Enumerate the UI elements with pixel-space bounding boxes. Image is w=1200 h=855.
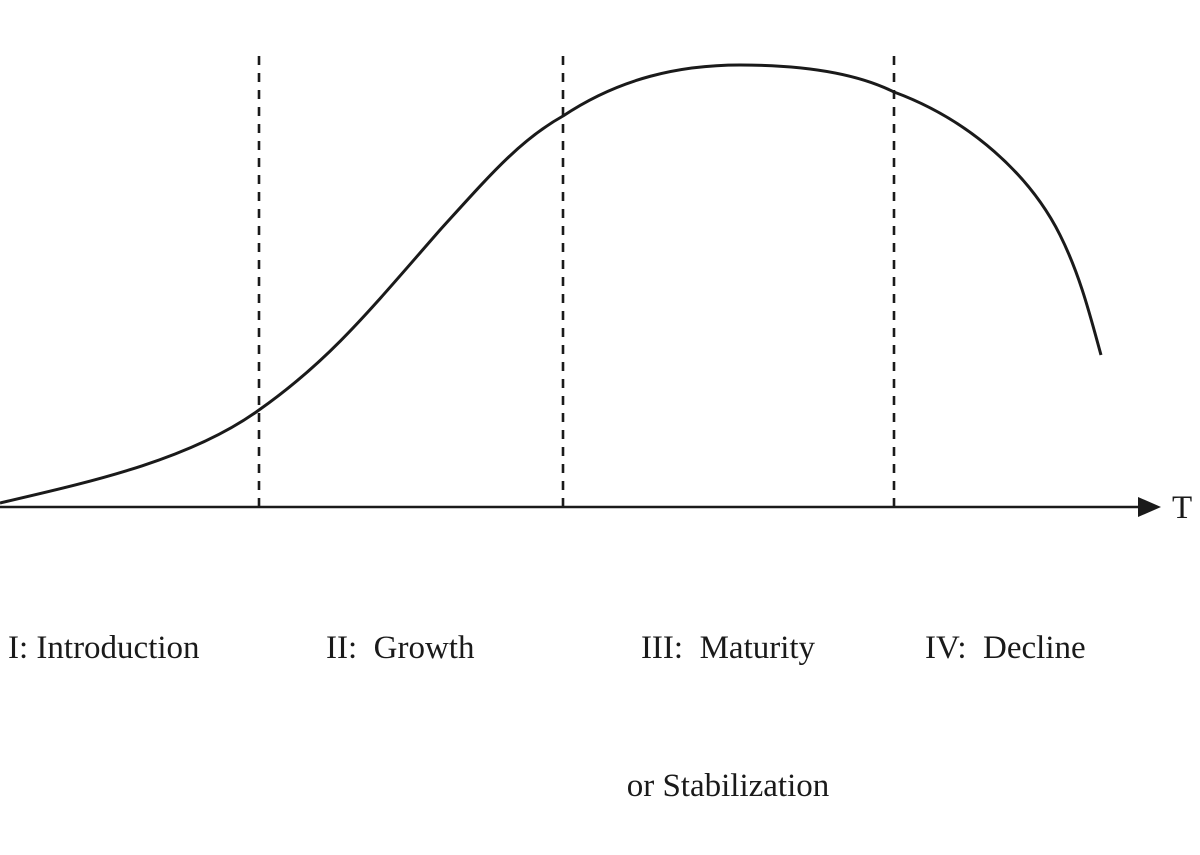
- stage-label-line: IV: Decline: [925, 630, 1086, 666]
- stage-label-line: III: Maturity: [640, 630, 816, 666]
- stage-label-line: or Stabilization: [626, 768, 830, 804]
- stage-label-line: II: Growth: [326, 630, 475, 666]
- stage-label-maturity: III: Maturity or Stabilization: [608, 533, 848, 855]
- stage-label-growth: II: Growth: [326, 533, 474, 717]
- life-cycle-curve: [0, 63, 1103, 505]
- stage-label-introduction: I: Introduction: [8, 533, 200, 717]
- axis-arrowhead-icon: [1138, 497, 1161, 517]
- stage-label-decline: IV: Decline: [925, 533, 1086, 717]
- stage-label-line: I: Introduction: [8, 630, 200, 666]
- life-cycle-diagram: [0, 56, 1161, 517]
- time-axis-label: T: [1172, 490, 1193, 526]
